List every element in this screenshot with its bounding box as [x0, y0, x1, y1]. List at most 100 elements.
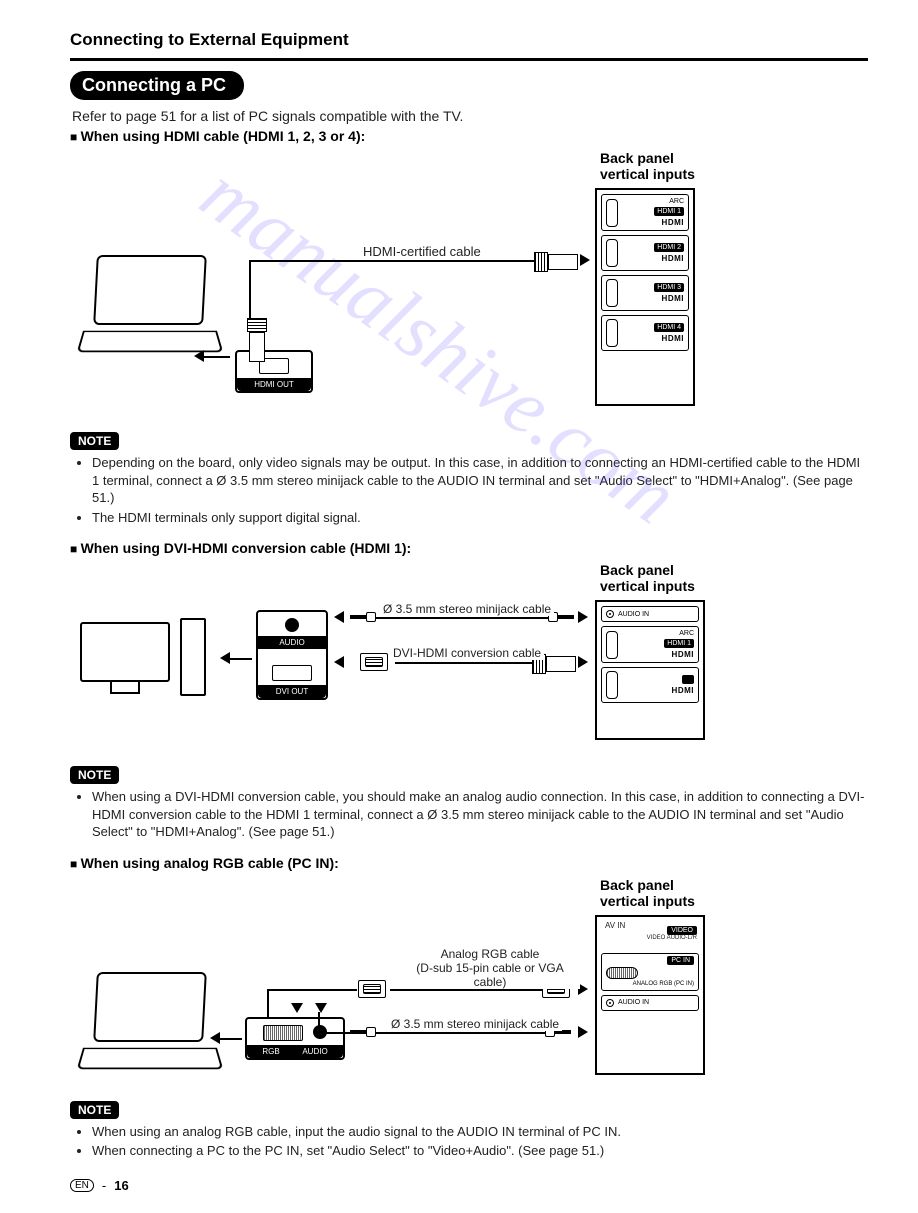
hdmi-tag — [682, 675, 694, 684]
panel-title: Back panel vertical inputs — [600, 562, 695, 594]
rgb-label: RGB — [262, 1047, 279, 1056]
vga-port-icon — [263, 1025, 303, 1041]
hdmi-out-label: HDMI OUT — [254, 380, 294, 389]
panel-title-line2: vertical inputs — [600, 578, 695, 594]
label-text: (D-sub 15-pin cable or VGA cable) — [416, 961, 563, 989]
hdmi1-tag: HDMI 1 — [664, 639, 694, 648]
note-badge: NOTE — [70, 1101, 119, 1119]
header-rule — [70, 58, 868, 61]
hdmi1-port: ARC HDMI 1 HDMI — [601, 194, 689, 231]
arrow-icon — [334, 656, 344, 668]
audio-in-port: AUDIO IN — [601, 995, 699, 1011]
back-panel: AV IN VIDEO VIDEO AUDIO-L/R PC IN ANALOG… — [595, 915, 705, 1075]
hdmi-logo-icon: HDMI — [672, 686, 694, 695]
arrow-icon — [578, 656, 588, 668]
arrow-icon — [580, 254, 590, 266]
hdmi-logo-icon: HDMI — [662, 294, 684, 303]
note3-list: When using an analog RGB cable, input th… — [70, 1123, 868, 1160]
rgb-audio-box: RGB AUDIO — [245, 1017, 345, 1060]
port-icon — [606, 199, 618, 227]
audio-jack-icon — [285, 618, 299, 632]
cable1-label-line1: Analog RGB cable (D-sub 15-pin cable or … — [400, 947, 580, 989]
cable-line — [250, 260, 550, 262]
note-item: When using an analog RGB cable, input th… — [92, 1123, 868, 1141]
page-footer: EN - 16 — [70, 1178, 868, 1193]
back-panel: AUDIO IN ARC HDMI 1 HDMI HDMI — [595, 600, 705, 740]
arrow-icon — [220, 652, 230, 664]
cable2-label: Ø 3.5 mm stereo minijack cable — [388, 1017, 562, 1031]
lang-badge: EN — [70, 1179, 94, 1192]
page-number: 16 — [114, 1178, 128, 1193]
hdmi4-tag: HDMI 4 — [654, 323, 684, 332]
laptop-icon — [70, 255, 230, 365]
diagram3: Back panel vertical inputs AV IN VIDEO V… — [70, 877, 868, 1087]
arrow-icon — [578, 1026, 588, 1038]
diagram1: Back panel vertical inputs ARC HDMI 1 HD… — [70, 150, 868, 418]
diagram2: Back panel vertical inputs AUDIO IN ARC … — [70, 562, 868, 752]
diagram1-heading: When using HDMI cable (HDMI 1, 2, 3 or 4… — [70, 128, 868, 144]
note-badge: NOTE — [70, 432, 119, 450]
arc-label: ARC — [669, 198, 684, 205]
video-sub-label: VIDEO AUDIO-L/R — [647, 935, 697, 941]
panel-title-line1: Back panel — [600, 877, 674, 893]
analog-rgb-label: ANALOG RGB (PC IN) — [606, 981, 694, 987]
section-title-pill: Connecting a PC — [70, 71, 244, 100]
panel-title-line2: vertical inputs — [600, 893, 695, 909]
hdmi3-tag: HDMI 3 — [654, 283, 684, 292]
panel-title-line2: vertical inputs — [600, 166, 695, 182]
footer-dash: - — [102, 1178, 106, 1193]
port-icon — [606, 319, 618, 347]
note-badge: NOTE — [70, 766, 119, 784]
pc-in-box: PC IN ANALOG RGB (PC IN) — [601, 953, 699, 991]
hdmi-plug-icon — [534, 252, 578, 272]
audio-in-label: AUDIO IN — [618, 611, 649, 618]
cable-line — [370, 1032, 545, 1034]
jack-icon — [606, 610, 614, 618]
diagram2-heading: When using DVI-HDMI conversion cable (HD… — [70, 540, 868, 556]
av-in-label: AV IN — [605, 921, 625, 930]
audio-label: AUDIO — [279, 638, 304, 647]
cable2-label: DVI-HDMI conversion cable — [390, 646, 544, 660]
cable-line — [267, 989, 357, 991]
vga-plug-icon — [358, 980, 386, 998]
arrow-icon — [334, 611, 344, 623]
cable-drop — [318, 1012, 320, 1032]
cable-line — [370, 617, 550, 619]
panel-title-line1: Back panel — [600, 150, 674, 166]
port-icon — [606, 279, 618, 307]
vga-port-icon — [606, 967, 638, 979]
hdmi4-port: HDMI 4 HDMI — [601, 315, 689, 351]
bridge-line — [230, 658, 252, 660]
port-icon — [606, 239, 618, 267]
audio-in-port: AUDIO IN — [601, 606, 699, 622]
arrow-icon — [578, 611, 588, 623]
back-panel: ARC HDMI 1 HDMI HDMI 2 HDMI HDMI 3 HDMI … — [595, 188, 695, 406]
minijack-plug-icon — [350, 1027, 376, 1037]
bridge-line — [220, 1038, 242, 1040]
cable-line — [395, 662, 545, 664]
hdmi-plug-icon — [247, 318, 267, 362]
cable1-label: Ø 3.5 mm stereo minijack cable — [380, 602, 554, 616]
audio-in-label: AUDIO IN — [618, 999, 649, 1006]
note1-list: Depending on the board, only video signa… — [70, 454, 868, 526]
port-icon — [606, 631, 618, 659]
hdmi3-port: HDMI 3 HDMI — [601, 275, 689, 311]
video-tag: VIDEO — [667, 920, 697, 935]
panel-title: Back panel vertical inputs — [600, 150, 695, 182]
diagram3-heading: When using analog RGB cable (PC IN): — [70, 855, 868, 871]
hdmi-logo-icon: HDMI — [662, 334, 684, 343]
minijack-plug-icon — [350, 612, 376, 622]
cable-drop — [267, 989, 269, 1017]
label-text: Analog RGB cable — [441, 947, 540, 961]
hdmi-logo-icon: HDMI — [662, 254, 684, 263]
note-item: When using a DVI-HDMI conversion cable, … — [92, 788, 868, 841]
panel-title-line1: Back panel — [600, 562, 674, 578]
bridge-line — [204, 356, 230, 358]
desktop-pc-icon — [80, 622, 170, 694]
note2-list: When using a DVI-HDMI conversion cable, … — [70, 788, 868, 841]
hdmi-port: HDMI — [601, 667, 699, 703]
hdmi2-tag: HDMI 2 — [654, 243, 684, 252]
hdmi-logo-icon: HDMI — [672, 650, 694, 659]
laptop-icon — [70, 972, 230, 1082]
note-item: The HDMI terminals only support digital … — [92, 509, 868, 527]
